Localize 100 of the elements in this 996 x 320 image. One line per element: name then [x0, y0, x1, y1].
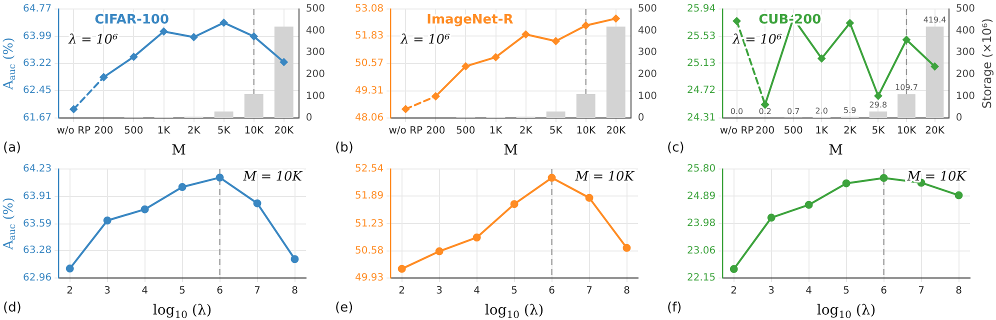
y2-tick-label: 400: [638, 25, 658, 36]
x-tick-label: 7: [918, 286, 924, 297]
x-tick-label: w/o RP: [56, 126, 91, 137]
y-tick-label: 62.96: [22, 272, 52, 284]
x-tick-label: 200: [756, 126, 775, 137]
x-tick-label: w/o RP: [720, 126, 754, 137]
x-tick-label: 6: [880, 286, 887, 297]
annotation: M = 10K: [906, 169, 968, 184]
x-tick-label: 4: [474, 286, 480, 297]
x-tick-label: 2K: [843, 126, 857, 137]
data-label: 0.0: [730, 107, 744, 116]
x-tick-label: 5K: [872, 126, 886, 137]
x-tick-label: 10K: [244, 126, 264, 137]
y2-axis-title: Storage (×10⁶): [980, 18, 994, 109]
x-tick-label: 5: [843, 286, 850, 297]
data-label: 2.0: [815, 106, 828, 116]
data-label: 29.8: [869, 100, 888, 110]
y2-tick-label: 0: [306, 112, 312, 124]
x-tick-label: 200: [426, 126, 446, 137]
x-tick-label: 500: [784, 126, 803, 137]
y-tick-label: 49.93: [354, 272, 384, 284]
y-tick-label: 51.23: [354, 218, 384, 230]
y-tick-label: 62.45: [22, 85, 52, 96]
x-tick-label: 2: [66, 286, 74, 297]
x-tick-label: 3: [768, 286, 775, 297]
annotation: M = 10K: [242, 169, 304, 184]
x-tick-label: 20K: [925, 126, 945, 137]
data-label: 0.2: [758, 107, 772, 116]
x-tick-label: 2: [398, 286, 406, 297]
x-axis-title: M: [828, 142, 843, 159]
y-tick-label: 63.99: [22, 31, 52, 42]
x-tick-label: 20K: [274, 126, 294, 137]
x-tick-label: 10K: [896, 126, 917, 137]
y-tick-label: 63.22: [22, 58, 52, 70]
x-tick-label: w/o RP: [388, 126, 423, 137]
x-tick-label: 5K: [549, 126, 563, 137]
text: (a): [3, 140, 22, 156]
x-tick-label: 8: [624, 286, 630, 297]
x-tick-label: 8: [292, 286, 298, 297]
y-tick-label: 25.94: [686, 4, 716, 15]
x-tick-label: 5: [179, 286, 186, 297]
data-label: 419.4: [923, 16, 946, 25]
y-axis-title: Aauc (%): [1, 197, 18, 251]
x-tick-label: 2K: [187, 126, 201, 137]
y-tick-label: 63.59: [22, 218, 52, 230]
y-tick-label: 24.72: [686, 85, 716, 96]
y2-tick-label: 100: [306, 90, 326, 102]
y-tick-label: 25.80: [686, 164, 716, 175]
x-tick-label: 500: [456, 126, 476, 137]
x-tick-label: 7: [586, 286, 592, 297]
y-tick-label: 22.15: [686, 272, 716, 284]
x-tick-label: 6: [548, 286, 555, 297]
text: (b): [335, 140, 354, 156]
y-tick-label: 25.53: [686, 31, 716, 42]
y-tick-label: 51.83: [354, 30, 384, 42]
y2-tick-label: 500: [956, 4, 976, 15]
y-tick-label: 64.23: [22, 164, 52, 175]
x-tick-label: 3: [436, 286, 443, 297]
text: (d): [3, 300, 22, 316]
y2-tick-label: 100: [638, 90, 658, 102]
y-tick-label: 50.58: [354, 245, 384, 256]
y-tick-label: 25.13: [686, 58, 716, 69]
y2-tick-label: 0: [638, 112, 644, 124]
y-tick-label: 63.91: [22, 191, 52, 202]
y2-tick-label: 200: [306, 68, 326, 80]
y-tick-label: 53.08: [354, 4, 384, 15]
y-tick-label: 52.54: [354, 164, 384, 175]
y-tick-label: 23.98: [686, 218, 716, 229]
y2-tick-label: 400: [306, 25, 326, 36]
x-tick-label: 4: [806, 286, 812, 297]
y-tick-label: 48.06: [354, 112, 384, 124]
y2-tick-label: 300: [956, 47, 976, 58]
text: (c): [667, 140, 684, 156]
chart-title: ImageNet-R: [426, 12, 514, 28]
y-tick-label: 24.31: [686, 112, 716, 124]
annotation: λ = 10⁶: [68, 32, 118, 48]
data-label: 5.9: [844, 106, 856, 115]
y2-tick-label: 100: [956, 90, 976, 102]
chart-title: CIFAR-100: [94, 12, 170, 28]
x-tick-label: 6: [216, 286, 223, 297]
x-tick-label: 200: [94, 126, 114, 137]
y-tick-label: 50.57: [354, 58, 384, 70]
y2-tick-label: 400: [956, 25, 976, 36]
y-tick-label: 49.31: [354, 85, 384, 96]
x-tick-label: 5: [511, 286, 518, 297]
x-tick-label: 1K: [489, 126, 503, 137]
y-tick-label: 23.06: [686, 245, 716, 256]
x-tick-label: 5K: [217, 126, 231, 137]
data-label: 0.7: [786, 106, 800, 116]
x-tick-label: 8: [956, 286, 962, 297]
y2-tick-label: 200: [956, 68, 976, 80]
x-tick-label: 1K: [157, 126, 171, 137]
y-tick-label: 64.77: [22, 4, 52, 15]
x-tick-label: 2K: [519, 126, 533, 137]
x-tick-label: 3: [104, 286, 111, 297]
annotation: λ = 10⁶: [732, 32, 782, 48]
x-tick-label: 10K: [576, 126, 596, 137]
y2-tick-label: 500: [638, 4, 658, 15]
y-axis-title: Aauc (%): [1, 37, 18, 91]
x-tick-label: 7: [254, 286, 260, 297]
